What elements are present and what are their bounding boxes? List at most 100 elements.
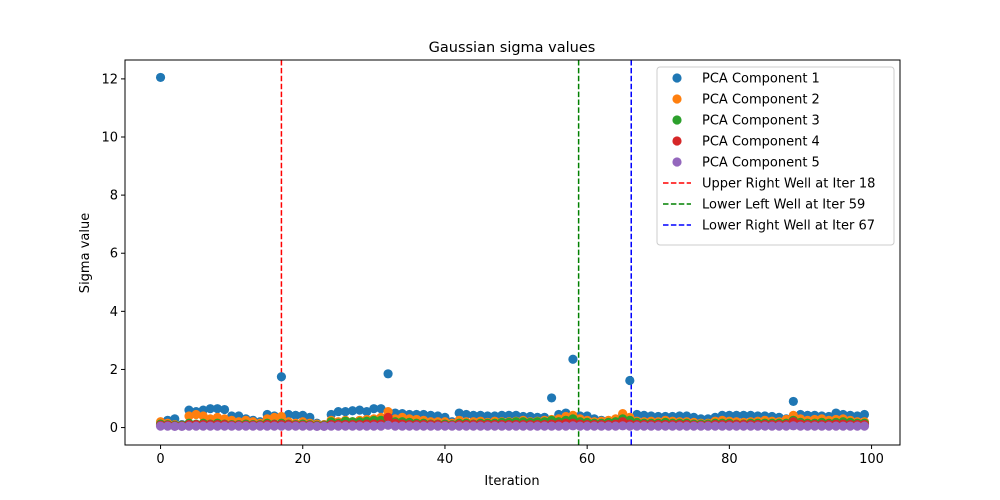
point-s1-i67 — [632, 409, 642, 420]
point-s5-i67 — [632, 421, 642, 431]
point-s5-i58 — [568, 421, 578, 431]
point-s1-i81 — [731, 410, 742, 420]
point-s5-i86 — [767, 421, 777, 431]
point-s5-i48 — [497, 421, 507, 431]
scatter-points — [155, 72, 870, 432]
point-s1-i44 — [468, 410, 478, 420]
point-s5-i32 — [383, 420, 393, 430]
point-s5-i44 — [468, 421, 478, 431]
point-s5-i12 — [241, 421, 251, 431]
legend-label: PCA Component 1 — [702, 72, 820, 87]
point-s5-i47 — [490, 421, 500, 431]
point-s5-i66 — [625, 421, 635, 431]
point-s5-i68 — [639, 421, 649, 431]
x-tick-label: 40 — [437, 452, 454, 467]
point-s1-i58 — [568, 354, 578, 364]
y-axis-label: Sigma value — [78, 213, 93, 293]
point-s5-i29 — [362, 421, 372, 431]
legend-label: Lower Right Well at Iter 67 — [702, 219, 875, 234]
y-tick-label: 10 — [101, 131, 118, 146]
point-s5-i55 — [547, 421, 557, 431]
point-s5-i75 — [689, 421, 699, 431]
point-s5-i98 — [852, 421, 862, 431]
point-s5-i33 — [390, 421, 400, 431]
point-s5-i56 — [554, 421, 564, 431]
point-s1-i48 — [497, 410, 507, 420]
point-s5-i69 — [646, 421, 656, 431]
point-s5-i5 — [191, 421, 201, 431]
point-s5-i9 — [219, 421, 230, 431]
y-tick-label: 4 — [110, 305, 118, 320]
point-s5-i7 — [205, 421, 215, 431]
point-s5-i37 — [419, 421, 429, 431]
point-s5-i82 — [738, 421, 749, 431]
legend-marker — [672, 94, 682, 104]
point-s5-i3 — [177, 421, 187, 432]
point-s5-i79 — [717, 421, 727, 431]
point-s5-i88 — [781, 421, 791, 431]
y-tick-label: 2 — [110, 363, 118, 378]
point-s5-i10 — [227, 421, 237, 431]
point-s5-i94 — [824, 421, 834, 431]
point-s1-i30 — [369, 404, 379, 414]
point-s1-i9 — [219, 404, 230, 415]
legend-marker — [672, 157, 682, 167]
point-s5-i8 — [212, 421, 223, 431]
point-s5-i92 — [810, 421, 820, 431]
point-s5-i71 — [660, 421, 670, 431]
legend-marker — [672, 73, 682, 83]
point-s5-i54 — [539, 421, 550, 431]
legend-label: PCA Component 2 — [702, 93, 820, 108]
x-tick-label: 80 — [721, 452, 738, 467]
point-s5-i65 — [618, 421, 628, 431]
point-s2-i6 — [198, 411, 208, 421]
point-s5-i73 — [674, 421, 685, 431]
point-s5-i41 — [447, 421, 457, 431]
point-s5-i93 — [817, 421, 827, 431]
point-s5-i22 — [312, 421, 322, 432]
point-s5-i30 — [369, 421, 379, 431]
point-s1-i43 — [461, 409, 471, 420]
point-s1-i46 — [483, 411, 493, 421]
point-s5-i6 — [198, 421, 208, 431]
point-s5-i40 — [440, 421, 450, 431]
point-s5-i53 — [532, 421, 542, 431]
point-s1-i18 — [283, 409, 294, 420]
point-s1-i29 — [362, 406, 372, 417]
x-tick-label: 0 — [156, 452, 164, 467]
legend-label: PCA Component 5 — [702, 156, 820, 171]
legend-label: Upper Right Well at Iter 18 — [702, 177, 875, 192]
point-s1-i82 — [738, 410, 749, 420]
point-s5-i36 — [411, 421, 422, 431]
point-s1-i32 — [383, 369, 393, 379]
point-s5-i31 — [376, 421, 386, 431]
legend-label: PCA Component 3 — [702, 114, 820, 129]
point-s5-i16 — [269, 421, 279, 431]
point-s1-i83 — [746, 410, 756, 420]
point-s5-i14 — [255, 421, 265, 431]
point-s5-i17 — [276, 421, 287, 431]
point-s4-i32 — [383, 412, 393, 422]
point-s1-i17 — [276, 372, 287, 382]
point-s1-i0 — [155, 72, 166, 83]
x-tick-label: 60 — [579, 452, 596, 467]
point-s5-i46 — [483, 421, 493, 431]
point-s1-i28 — [355, 405, 365, 415]
point-s2-i17 — [276, 411, 287, 422]
point-s5-i76 — [696, 421, 706, 431]
point-s5-i18 — [283, 421, 294, 431]
legend-label: Lower Left Well at Iter 59 — [702, 198, 865, 213]
x-axis-label: Iteration — [484, 474, 539, 489]
point-s2-i16 — [269, 412, 279, 422]
point-s5-i70 — [653, 421, 663, 431]
point-s5-i25 — [333, 421, 343, 431]
point-s2-i4 — [184, 411, 194, 421]
legend-box — [656, 66, 895, 246]
point-s5-i26 — [340, 421, 351, 431]
point-s5-i80 — [724, 421, 734, 431]
point-s5-i64 — [610, 421, 621, 431]
point-s5-i38 — [426, 421, 436, 431]
point-s5-i24 — [326, 421, 336, 431]
point-s5-i91 — [802, 421, 813, 431]
